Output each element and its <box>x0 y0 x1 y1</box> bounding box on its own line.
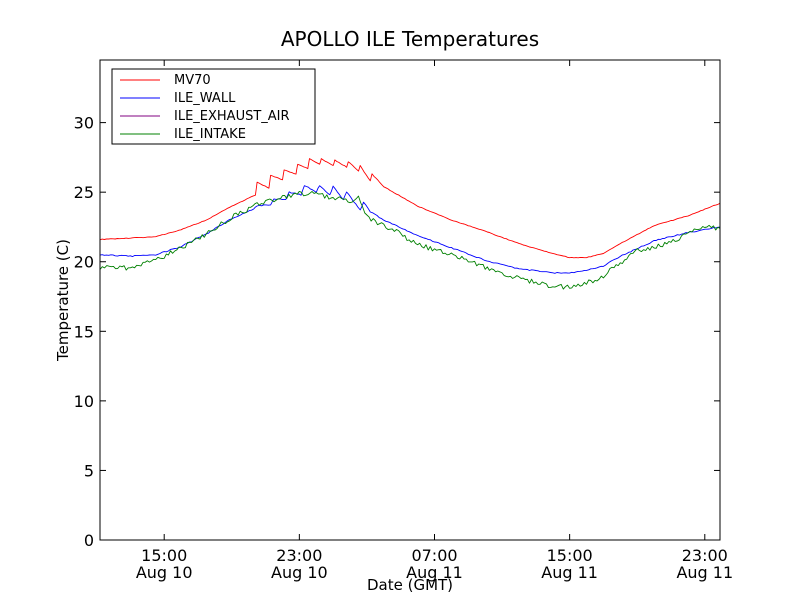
series-layer <box>99 158 721 290</box>
plot-frame <box>99 59 721 541</box>
chart-title: APOLLO ILE Temperatures <box>281 27 539 51</box>
x-tick-label-date: Aug 10 <box>271 563 328 582</box>
legend-label-ile-intake: ILE_INTAKE <box>174 127 246 142</box>
x-tick-label-time: 07:00 <box>411 546 457 565</box>
x-tick-label-time: 15:00 <box>547 546 593 565</box>
x-tick-label-date: Aug 10 <box>136 563 193 582</box>
y-tick-label: 0 <box>84 531 94 550</box>
y-tick-label: 5 <box>84 461 94 480</box>
x-tick-label-time: 15:00 <box>141 546 187 565</box>
y-tick-label: 30 <box>74 114 94 133</box>
x-tick-label-date: Aug 11 <box>541 563 598 582</box>
legend: MV70 ILE_WALL ILE_EXHAUST_AIR ILE_INTAKE <box>111 68 316 145</box>
x-tick-label-date: Aug 11 <box>676 563 733 582</box>
legend-box <box>111 68 316 145</box>
x-tick-label-time: 23:00 <box>682 546 728 565</box>
x-tick-label-date: Aug 11 <box>406 563 463 582</box>
legend-label-ile-wall: ILE_WALL <box>174 91 236 106</box>
legend-label-mv70: MV70 <box>174 73 211 88</box>
y-tick-label: 10 <box>74 392 94 411</box>
y-tick-label: 15 <box>74 322 94 341</box>
y-tick-label: 25 <box>74 183 94 202</box>
x-axis-title: Date (GMT) <box>367 576 453 594</box>
series-line-ile-wall <box>99 185 721 274</box>
series-line-mv70 <box>99 158 721 259</box>
y-tick-label: 20 <box>74 253 94 272</box>
legend-label-ile-exhaust-air: ILE_EXHAUST_AIR <box>174 109 290 124</box>
x-tick-label-time: 23:00 <box>276 546 322 565</box>
series-line-ile-intake <box>99 190 721 290</box>
y-axis-title: Temperature (C) <box>54 239 72 362</box>
